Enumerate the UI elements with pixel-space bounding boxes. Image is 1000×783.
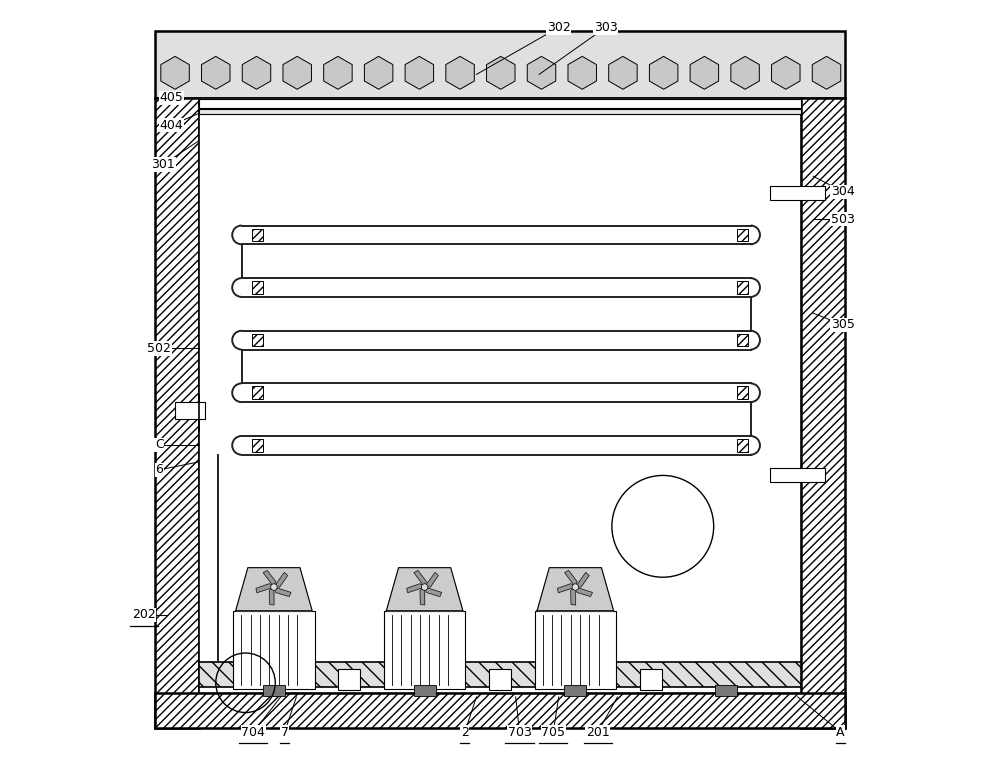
Bar (199, 109, 801, 114)
Text: 303: 303 (594, 21, 618, 34)
Bar (252, 334, 263, 346)
Polygon shape (571, 587, 575, 605)
Bar (155, 31, 845, 98)
Circle shape (572, 584, 579, 590)
Bar (737, 334, 748, 346)
Text: 6: 6 (155, 464, 163, 476)
Bar (252, 387, 263, 399)
Bar (175, 402, 205, 419)
Text: 503: 503 (831, 213, 855, 226)
Polygon shape (236, 568, 312, 611)
Bar (357, 666, 492, 689)
Bar (737, 387, 748, 399)
Text: 202: 202 (132, 608, 156, 621)
Bar (199, 662, 801, 687)
Text: 301: 301 (151, 158, 175, 171)
Bar (737, 281, 748, 294)
Text: 404: 404 (159, 119, 183, 132)
Text: 405: 405 (159, 92, 183, 104)
Text: 201: 201 (586, 726, 610, 738)
Text: 704: 704 (241, 726, 265, 738)
Polygon shape (407, 583, 425, 593)
Bar (263, 685, 285, 696)
Polygon shape (274, 587, 291, 597)
Bar (564, 685, 586, 696)
Bar (508, 666, 643, 689)
Bar (206, 666, 341, 689)
Bar (770, 186, 825, 200)
Text: C: C (155, 438, 164, 451)
Bar (233, 611, 315, 689)
Polygon shape (420, 587, 425, 605)
Polygon shape (269, 587, 274, 605)
Bar (535, 611, 616, 689)
Bar (155, 98, 199, 728)
Bar (252, 281, 263, 294)
Polygon shape (575, 572, 589, 587)
Text: 703: 703 (508, 726, 532, 738)
Bar (801, 98, 845, 728)
Text: 305: 305 (831, 319, 855, 331)
Text: 302: 302 (547, 21, 571, 34)
Polygon shape (414, 571, 426, 587)
Polygon shape (425, 572, 438, 587)
Text: 705: 705 (541, 726, 565, 738)
Polygon shape (537, 568, 614, 611)
Bar (737, 439, 748, 452)
Bar (338, 669, 360, 690)
Text: 304: 304 (831, 186, 855, 198)
Text: 7: 7 (281, 726, 289, 738)
Bar (715, 685, 737, 696)
Polygon shape (575, 587, 592, 597)
Bar (252, 439, 263, 452)
Polygon shape (558, 583, 575, 593)
Polygon shape (274, 572, 288, 587)
Bar (199, 98, 801, 693)
Bar (252, 229, 263, 241)
Bar (659, 666, 794, 689)
Bar (384, 611, 465, 689)
Bar (640, 669, 662, 690)
Polygon shape (256, 583, 274, 593)
Bar (737, 229, 748, 241)
Polygon shape (565, 571, 577, 587)
Bar (155, 693, 845, 728)
Bar (489, 669, 511, 690)
Polygon shape (386, 568, 463, 611)
Circle shape (271, 584, 277, 590)
Text: 2: 2 (461, 726, 469, 738)
Bar (770, 467, 825, 482)
Circle shape (421, 584, 428, 590)
Text: A: A (836, 726, 845, 738)
Bar (414, 685, 436, 696)
Text: 502: 502 (147, 342, 171, 355)
Bar (199, 99, 801, 108)
Polygon shape (425, 587, 442, 597)
Polygon shape (263, 571, 276, 587)
